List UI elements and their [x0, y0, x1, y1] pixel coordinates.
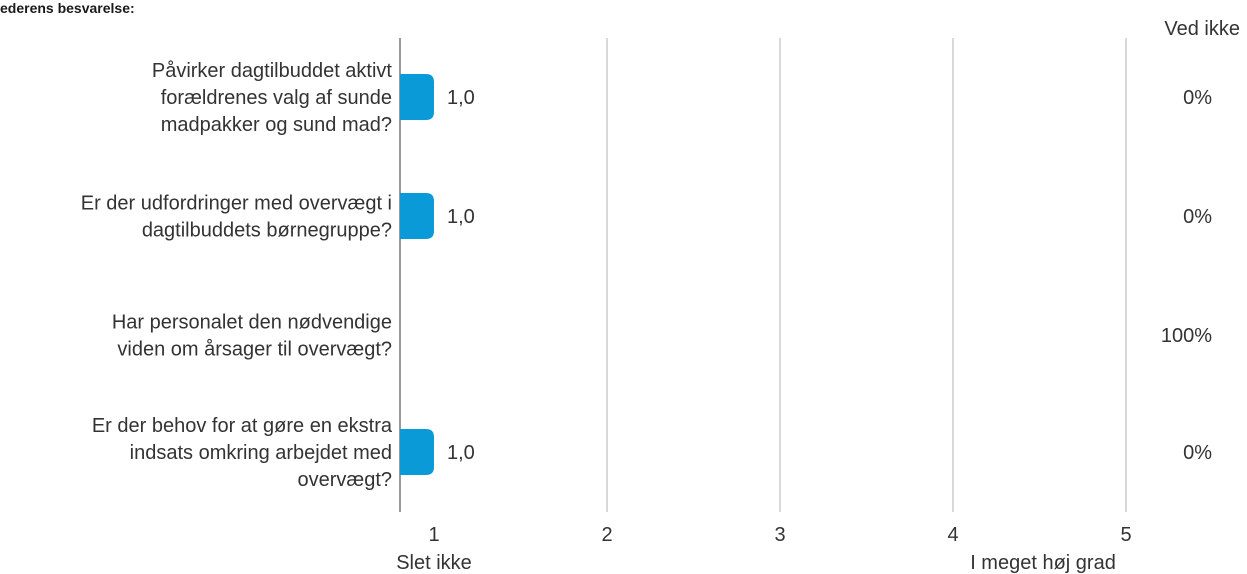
bar-value-label: 1,0 [447, 206, 475, 228]
bar-value-label: 1,0 [447, 87, 475, 109]
question-label: Påvirker dagtilbuddet aktivt forældrenes … [152, 60, 393, 136]
chart-subtitle: ederens besvarelse: [0, 0, 135, 16]
x-tick-label: 2 [601, 524, 612, 546]
x-tick-label: 3 [774, 524, 785, 546]
bar [400, 74, 434, 120]
ved-ikke-value: 0% [1183, 206, 1212, 228]
question-label: Er der udfordringer med overvægt i dagtil… [81, 193, 392, 242]
x-tick-label: 1 [428, 524, 439, 546]
bar [400, 429, 434, 475]
ved-ikke-header: Ved ikke [1164, 18, 1240, 40]
x-anchor-max-label: I meget høj grad [970, 552, 1116, 574]
x-tick-label: 4 [947, 524, 958, 546]
bar-value-label: 1,0 [447, 442, 475, 464]
bar [400, 193, 434, 239]
labels-layer: 1 2 3 4 5 Slet ikke I meget høj grad Påvirker d… [81, 60, 1212, 574]
question-label: Er der behov for at gøre en ekstra indsat… [92, 415, 393, 491]
x-anchor-min-label: Slet ikke [396, 552, 472, 574]
ved-ikke-value: 0% [1183, 442, 1212, 464]
ved-ikke-value: 0% [1183, 87, 1212, 109]
ved-ikke-value: 100% [1161, 325, 1212, 347]
bars-layer [400, 74, 434, 475]
x-tick-label: 5 [1120, 524, 1131, 546]
question-label: Har personalet den nødvendige viden om år… [112, 312, 392, 361]
grid-layer [399, 38, 1127, 512]
